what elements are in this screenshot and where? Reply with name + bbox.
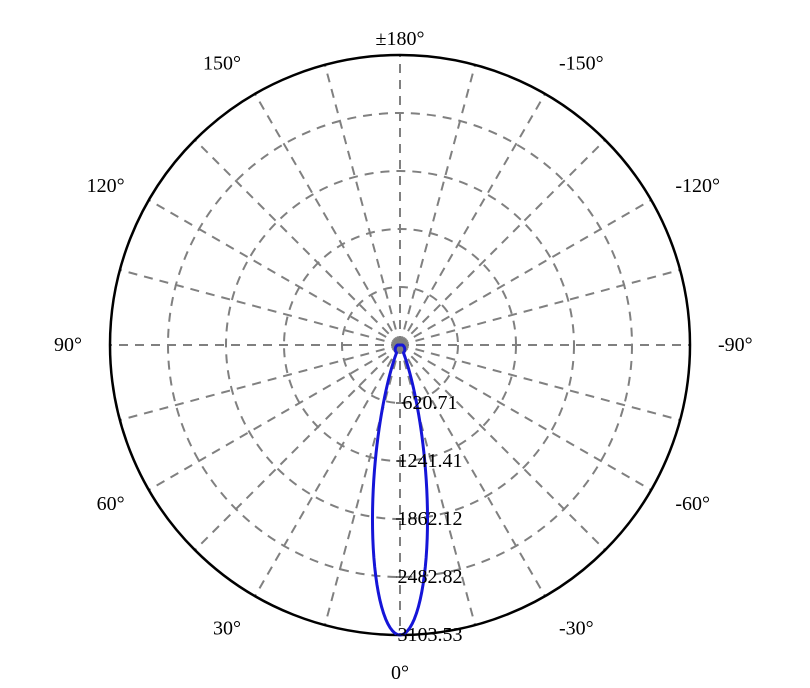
angle-tick-label: -30° (559, 617, 594, 639)
angle-tick-label: -90° (718, 334, 753, 356)
radial-tick-label: 3103.53 (398, 624, 463, 646)
radial-tick-label: 1862.12 (398, 508, 463, 530)
angle-tick-label: 0° (391, 662, 409, 684)
angle-tick-label: 90° (54, 334, 82, 356)
angle-tick-label: 30° (213, 617, 241, 639)
radial-tick-label: 1241.41 (398, 450, 463, 472)
polar-chart: 620.71 1241.41 1862.12 2482.82 3103.53 0° 30° 6… (0, 0, 810, 688)
radial-tick-label: 2482.82 (398, 566, 463, 588)
angle-tick-label: ±180° (376, 28, 425, 50)
angle-tick-label: -150° (559, 53, 604, 75)
angle-tick-label: -60° (675, 493, 710, 515)
angle-tick-label: -120° (675, 175, 720, 197)
angle-tick-label: 60° (97, 493, 125, 515)
angle-tick-label: 150° (203, 53, 241, 75)
radial-tick-label: 620.71 (403, 392, 458, 414)
angle-tick-label: 120° (87, 175, 125, 197)
